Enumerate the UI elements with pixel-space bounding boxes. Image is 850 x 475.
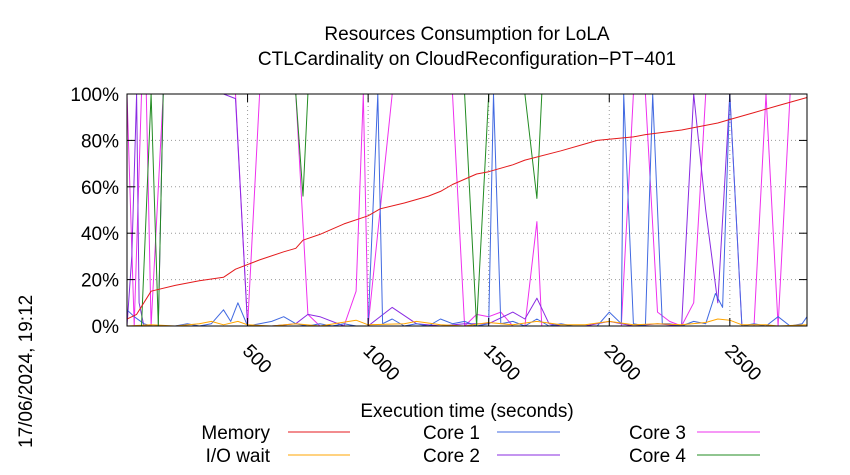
y-tick-label: 0% — [92, 317, 120, 338]
chart-subtitle: CTLCardinality on CloudReconfiguration−P… — [258, 49, 676, 70]
series-line-memory — [126, 97, 808, 320]
legend-label-core-2: Core 2 — [423, 446, 480, 467]
y-tick-label: 60% — [81, 178, 119, 199]
y-tick-label: 100% — [70, 85, 119, 106]
x-tick-label: 500 — [238, 341, 275, 378]
legend-label-core-1: Core 1 — [423, 423, 480, 444]
x-tick-label: 2000 — [600, 341, 645, 386]
chart-title: Resources Consumption for LoLA — [324, 24, 609, 45]
x-tick-label: 2500 — [720, 341, 765, 386]
y-tick-label: 20% — [81, 271, 119, 292]
legend-label-core-4: Core 4 — [629, 446, 686, 467]
x-tick-label: 1500 — [479, 341, 524, 386]
plot-frame — [126, 93, 808, 327]
x-axis-label: Execution time (seconds) — [360, 401, 573, 422]
timestamp: 17/06/2024, 19:12 — [16, 295, 37, 448]
legend-label-core-3: Core 3 — [629, 423, 686, 444]
legend-label-i-o-wait: I/O wait — [206, 446, 271, 467]
legend-label-memory: Memory — [201, 423, 270, 444]
series-line-core-2 — [126, 93, 807, 327]
series-line-core-3 — [126, 93, 807, 327]
y-tick-label: 40% — [81, 224, 119, 245]
series-line-core-1 — [126, 93, 808, 327]
y-tick-label: 80% — [81, 131, 119, 152]
series-line-core-4 — [127, 93, 807, 327]
x-tick-label: 1000 — [359, 341, 404, 386]
y-axis-ticks: 0% 20% 40% 60% 80% 100% — [70, 85, 807, 338]
series-lines — [126, 93, 808, 327]
grid-lines — [127, 94, 807, 326]
